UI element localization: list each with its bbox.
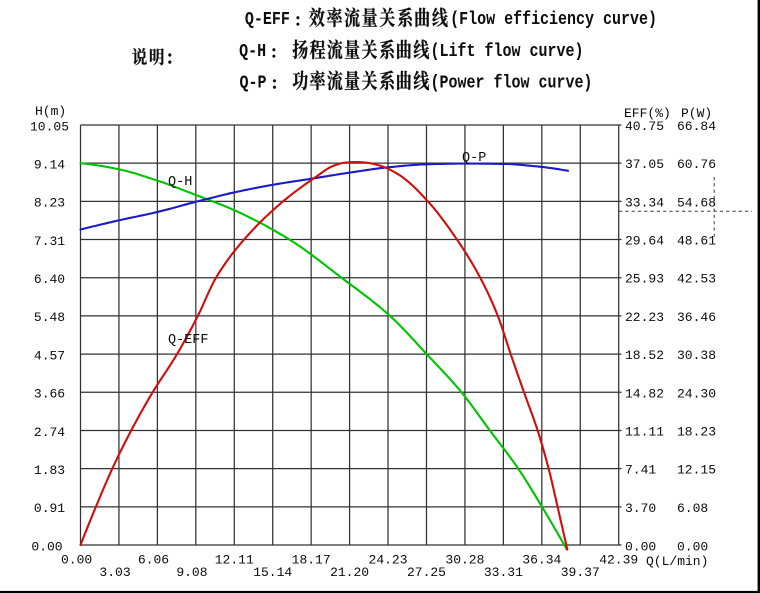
svg-text:0.00: 0.00 [31,540,62,555]
svg-text:42.53: 42.53 [677,272,716,287]
svg-text:54.68: 54.68 [677,195,716,210]
svg-text:29.64: 29.64 [625,234,664,249]
svg-text:10.05: 10.05 [30,119,69,134]
svg-text:60.76: 60.76 [677,157,716,172]
svg-text:7.41: 7.41 [625,463,656,478]
svg-text:30.38: 30.38 [677,348,716,363]
svg-text:(Power flow curve): (Power flow curve) [431,73,593,94]
svg-text:Q-EFF: Q-EFF [168,333,209,348]
svg-text:2.74: 2.74 [34,425,65,440]
svg-text:42.39: 42.39 [599,553,638,568]
svg-text:39.37: 39.37 [561,565,600,580]
svg-text:18.52: 18.52 [625,348,664,363]
svg-text:4.57: 4.57 [34,348,65,363]
svg-text:24.30: 24.30 [677,386,716,401]
svg-text:14.82: 14.82 [625,386,664,401]
svg-text:0.00: 0.00 [625,540,656,555]
svg-text:0.00: 0.00 [61,553,92,568]
svg-text:40.75: 40.75 [625,119,664,134]
svg-text:21.20: 21.20 [330,565,369,580]
svg-text:6.40: 6.40 [34,272,65,287]
svg-text:1.83: 1.83 [34,463,65,478]
svg-text:H(m): H(m) [35,104,66,119]
svg-text:25.93: 25.93 [625,272,664,287]
svg-text:8.23: 8.23 [34,196,65,211]
svg-text:36.46: 36.46 [677,310,716,325]
svg-text:9.14: 9.14 [34,157,65,172]
svg-text:30.28: 30.28 [445,553,484,568]
svg-text:Q-H: Q-H [239,42,266,63]
svg-text:0.91: 0.91 [34,501,65,516]
svg-text:37.05: 37.05 [625,157,664,172]
svg-text:(Flow efficiency curve): (Flow efficiency curve) [450,10,657,31]
svg-text:36.34: 36.34 [522,553,561,568]
svg-text:33.34: 33.34 [625,195,664,210]
svg-text:3.66: 3.66 [34,387,65,402]
svg-text:12.11: 12.11 [215,553,254,568]
svg-text:Q-EFF: Q-EFF [245,10,290,31]
svg-text:18.17: 18.17 [292,553,331,568]
svg-text:22.23: 22.23 [625,310,664,325]
svg-text:EFF(%): EFF(%) [624,106,671,121]
svg-text:Q-P: Q-P [240,73,267,94]
svg-text:15.14: 15.14 [253,565,292,580]
svg-text:33.31: 33.31 [484,565,523,580]
svg-text:Q-H: Q-H [168,175,192,190]
svg-text:3.70: 3.70 [625,501,656,516]
svg-text:6.08: 6.08 [677,501,708,516]
svg-text:27.25: 27.25 [407,565,446,580]
svg-text:12.15: 12.15 [677,463,716,478]
svg-text:P(W): P(W) [681,106,712,121]
svg-text:6.06: 6.06 [138,553,169,568]
svg-text:9.08: 9.08 [176,565,207,580]
svg-text:48.61: 48.61 [677,234,716,249]
svg-text:24.23: 24.23 [369,553,408,568]
svg-text:Q(L/min): Q(L/min) [646,554,708,569]
svg-text:7.31: 7.31 [34,234,65,249]
svg-text:Q-P: Q-P [462,151,486,166]
svg-text:5.48: 5.48 [34,310,65,325]
svg-text:(Lift flow curve): (Lift flow curve) [431,42,584,63]
svg-text:18.23: 18.23 [677,424,716,439]
svg-text:3.03: 3.03 [99,565,130,580]
svg-text:11.11: 11.11 [625,424,664,439]
svg-text:0.00: 0.00 [677,540,708,555]
svg-text:66.84: 66.84 [677,119,716,134]
